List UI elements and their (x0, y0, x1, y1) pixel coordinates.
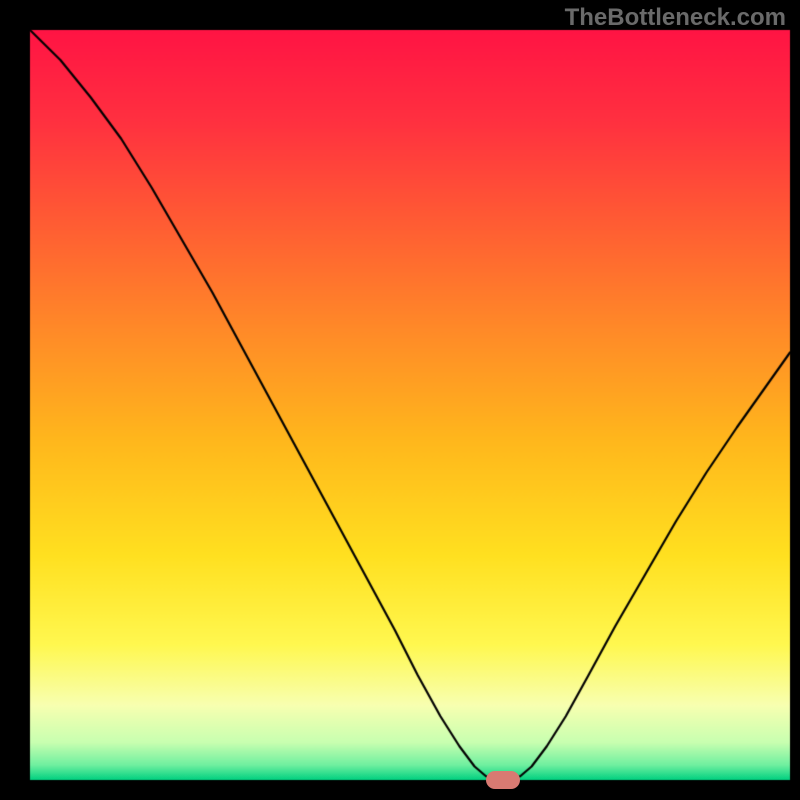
bottleneck-chart: TheBottleneck.com (0, 0, 800, 800)
optimal-marker (486, 771, 520, 789)
bottleneck-curve (0, 0, 800, 800)
watermark-text: TheBottleneck.com (565, 4, 786, 32)
